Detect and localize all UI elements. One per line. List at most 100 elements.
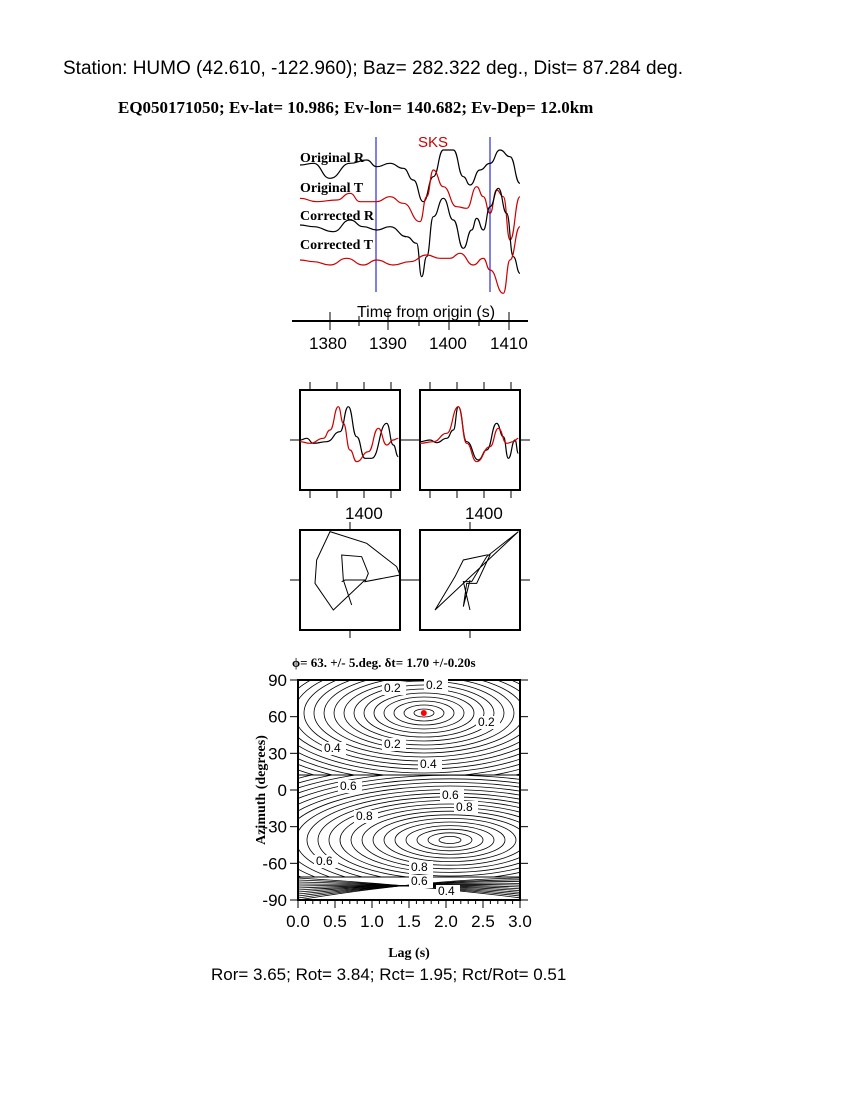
station-info: Station: HUMO (42.610, -122.960); Baz= 2…: [63, 58, 684, 79]
contour-label-bg: [382, 682, 406, 695]
contour-label: 0.4: [438, 884, 455, 898]
waveform-trace: [299, 406, 399, 463]
contour-label: 0.2: [384, 737, 401, 751]
contour-line: [298, 778, 520, 877]
contour-line: [142, 739, 758, 941]
x-axis-label: Time from origin (s): [357, 304, 495, 321]
x-axis-label: Lag (s): [388, 946, 430, 961]
contour-panel: ϕ= 63. +/- 5.deg. δt= 1.70 +/-0.20s 0.2 0…: [142, 655, 758, 961]
contour-line: [372, 814, 520, 866]
particle-motion-trace: [434, 531, 519, 611]
contour-line: [427, 832, 473, 848]
y-tick-label: -30: [262, 818, 287, 837]
contour-line: [383, 818, 517, 863]
contour-title: ϕ= 63. +/- 5.deg. δt= 1.70 +/-0.20s: [292, 655, 476, 670]
contour-label-bg: [322, 742, 346, 755]
contour-label-bg: [354, 810, 378, 823]
x-tick-label: 0.5: [323, 912, 347, 931]
x-tick-label: 1.5: [397, 912, 421, 931]
ratio-summary: Ror= 3.65; Rot= 3.84; Rct= 1.95; Rct/Rot…: [211, 965, 567, 984]
event-info: EQ050171050; Ev-lat= 10.986; Ev-lon= 140…: [118, 98, 594, 117]
x-tick-label: 2.5: [471, 912, 495, 931]
contour-label-bg: [338, 780, 362, 793]
y-tick-label: -60: [262, 854, 287, 873]
contour-label: 0.2: [384, 681, 401, 695]
contour-label: 0.4: [324, 741, 341, 755]
contour-line: [361, 810, 520, 870]
original-waveform-panel: [290, 382, 410, 498]
contour-label-bg: [436, 885, 460, 898]
y-tick-label: 0: [278, 781, 287, 800]
seismogram-trace: [299, 149, 521, 203]
contour-line: [298, 782, 520, 877]
contour-label-bg: [440, 789, 464, 802]
contour-label: 0.8: [411, 860, 428, 874]
phase-label: SKS: [418, 134, 448, 151]
seismogram-trace: [299, 187, 521, 278]
contour-label: 0.8: [456, 800, 473, 814]
contour-line: [393, 700, 455, 726]
x-tick-label: 1400: [429, 334, 467, 353]
contour-line: [333, 680, 515, 750]
x-tick-label: 0.0: [286, 912, 310, 931]
y-tick-label: 90: [268, 671, 287, 690]
contour-line: [438, 836, 462, 845]
waveform-and-particle-motion-panels: [290, 382, 530, 638]
contour-line: [164, 746, 736, 933]
contour-line: [298, 789, 520, 877]
x-tick-label: 1410: [490, 334, 528, 353]
x-tick-label: 1.0: [360, 912, 384, 931]
seismogram-trace: [299, 226, 521, 294]
contour-line: [339, 803, 520, 877]
x-tick-label: 1400: [345, 504, 383, 523]
contour-label: 0.2: [426, 678, 443, 692]
waveform-trace: [419, 406, 519, 463]
contour-label: 0.6: [411, 874, 428, 888]
trace-label: Corrected T: [300, 238, 374, 253]
best-fit-marker: [420, 710, 427, 716]
corrected-particle-motion-panel: [410, 522, 530, 638]
particle-motion-trace: [314, 531, 401, 611]
contour-label: 0.2: [478, 715, 495, 729]
x-tick-label: 1390: [369, 334, 407, 353]
contour-label: 0.6: [316, 854, 333, 868]
contour-label-bg: [314, 855, 338, 868]
waveform-trace: [419, 406, 519, 461]
contour-line: [298, 680, 520, 774]
contour-line: [323, 680, 520, 754]
contour-line: [383, 696, 465, 730]
x-tick-label: 2.0: [434, 912, 458, 931]
contour-label: 0.6: [340, 779, 357, 793]
contour-line: [373, 692, 475, 734]
contour-line: [313, 680, 520, 758]
contour-label-bg: [476, 716, 500, 729]
y-axis-label: Azimuth (degrees): [254, 735, 269, 845]
contour-label-bg: [424, 679, 448, 692]
contour-line: [405, 825, 495, 855]
contour-line: [413, 708, 435, 718]
contour-label-bg: [418, 758, 442, 771]
seismogram-panel: SKS Original R Original T Corrected R Co…: [292, 134, 528, 353]
y-tick-label: -90: [262, 891, 287, 910]
trace-label: Corrected R: [300, 209, 375, 224]
waveform-trace: [299, 406, 399, 459]
contour-label-bg: [409, 875, 433, 888]
contour-label: 0.4: [420, 757, 437, 771]
contour-line: [350, 807, 520, 873]
contour-line: [298, 785, 520, 877]
trace-label: Original R: [300, 151, 365, 166]
trace-label: Original T: [300, 181, 364, 196]
contour-label: 0.8: [356, 809, 373, 823]
contour-line: [394, 821, 506, 859]
contour-line: [416, 828, 484, 852]
x-tick-label: 1400: [465, 504, 503, 523]
y-tick-label: 60: [268, 708, 287, 727]
x-tick-label: 1380: [309, 334, 347, 353]
original-particle-motion-panel: [290, 522, 410, 638]
corrected-waveform-panel: [410, 382, 530, 498]
x-tick-label: 3.0: [508, 912, 532, 931]
contour-label-bg: [409, 861, 433, 874]
contour-line: [403, 704, 445, 722]
contour-label-bg: [454, 801, 478, 814]
